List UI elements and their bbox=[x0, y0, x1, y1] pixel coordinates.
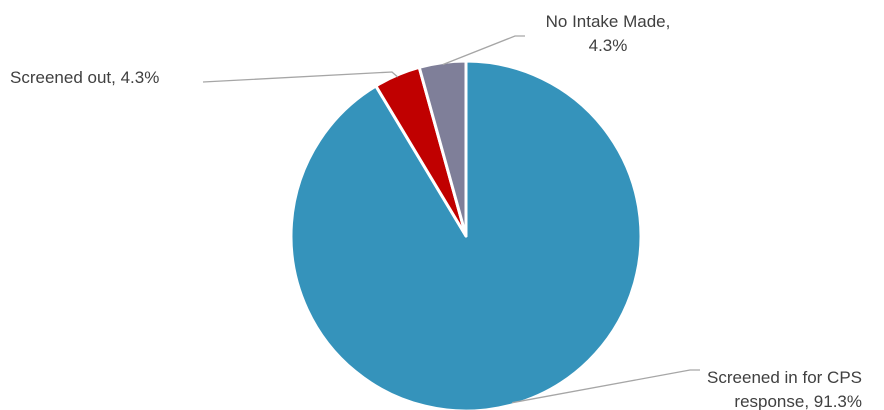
leader-line-screened-in-for-cps-response bbox=[512, 369, 700, 404]
leader-line-no-intake-made bbox=[442, 35, 525, 66]
data-label-screened-out-line-1: Screened out, 4.3% bbox=[10, 68, 159, 87]
data-label-screened-in-for-cps-response-line-2: response, 91.3% bbox=[734, 392, 862, 410]
data-label-no-intake-made-line-1: No Intake Made, bbox=[546, 12, 671, 31]
pie-slices bbox=[289, 59, 643, 410]
leader-lines bbox=[202, 35, 700, 404]
pie-slice-no-intake-made bbox=[417, 59, 468, 238]
data-label-screened-in-for-cps-response-line-1: Screened in for CPS bbox=[707, 368, 862, 387]
data-labels: Screened in for CPS response, 91.3% Screen… bbox=[10, 12, 862, 410]
leader-line-screened-out bbox=[202, 71, 399, 83]
data-label-no-intake-made-line-2: 4.3% bbox=[589, 36, 628, 55]
